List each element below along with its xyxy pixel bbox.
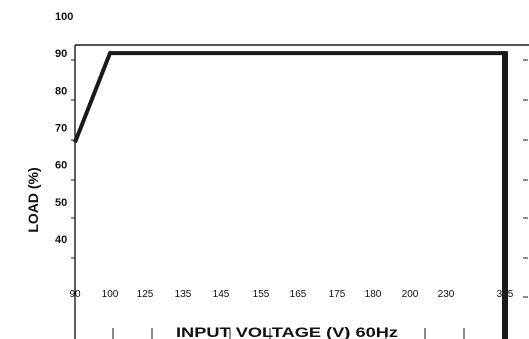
- x-axis-title: INPUT VOLTAGE (V) 60Hz: [176, 324, 398, 339]
- plot-frame: [71, 44, 529, 339]
- x-tick-label: 100: [102, 289, 119, 300]
- series-lines: [73, 51, 508, 339]
- y-tick-labels: 40 50 60 70 80 90 100: [55, 11, 73, 246]
- series-line-load: [73, 51, 505, 144]
- y-axis-title: LOAD (%): [25, 167, 41, 232]
- x-tick-label: 175: [329, 289, 346, 300]
- y-tick-label: 50: [55, 197, 67, 209]
- x-tick-label: 180: [365, 289, 382, 300]
- y-tick-label: 70: [55, 123, 67, 135]
- x-tick-label: 165: [290, 289, 307, 300]
- x-tick-label: 125: [137, 289, 154, 300]
- y-tick-label: 90: [55, 48, 67, 60]
- x-tick-label: 200: [402, 289, 419, 300]
- x-tick-label: 135: [175, 289, 192, 300]
- x-tick-label: 145: [213, 289, 230, 300]
- x-tick-label: 230: [438, 289, 455, 300]
- y-tick-label: 100: [55, 11, 73, 23]
- x-tick-labels: 90100125135145155165175180200230305: [69, 289, 513, 300]
- y-tick-label: 40: [55, 234, 67, 246]
- x-tick-label: 155: [253, 289, 270, 300]
- y-tick-label: 80: [55, 85, 67, 97]
- x-tick-label: 90: [69, 289, 81, 300]
- y-tick-label: 60: [55, 160, 67, 172]
